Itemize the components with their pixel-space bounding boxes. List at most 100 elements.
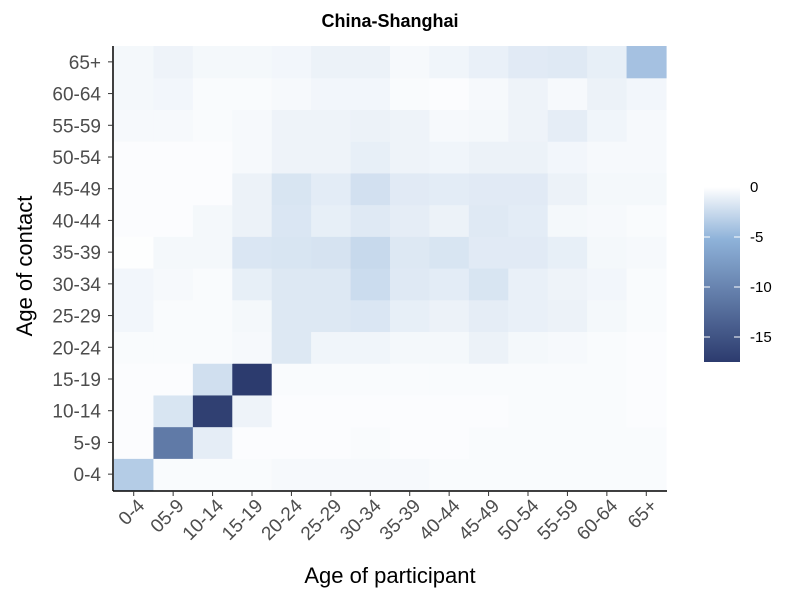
heatmap-cell: [508, 141, 549, 174]
heatmap-cell: [547, 236, 588, 269]
legend-colorbar: [704, 187, 740, 362]
heatmap-cell: [350, 46, 391, 79]
y-tick-label: 20-24: [52, 338, 101, 359]
heatmap-cell: [390, 268, 431, 301]
heatmap-cell: [468, 363, 509, 396]
heatmap-cell: [626, 236, 667, 269]
heatmap-cell: [468, 268, 509, 301]
heatmap-cell: [271, 77, 312, 111]
y-tick-label: 45-49: [52, 180, 101, 201]
y-tick-label: 55-59: [52, 116, 101, 137]
color-legend: 0 -5 -10 -15: [704, 179, 772, 362]
heatmap-cell: [468, 426, 509, 459]
heatmap-cell: [547, 394, 588, 428]
heatmap-cell: [547, 426, 588, 459]
heatmap-cell: [390, 109, 431, 142]
heatmap-cell: [429, 268, 470, 301]
y-tick-label: 35-39: [52, 243, 101, 264]
heatmap-cell: [192, 268, 233, 301]
heatmap-cell: [468, 331, 509, 364]
heatmap-cell: [271, 204, 312, 237]
heatmap-cell: [311, 141, 352, 174]
heatmap-cell: [271, 109, 312, 142]
heatmap-cell: [271, 172, 312, 206]
heatmap-cell: [311, 77, 352, 111]
heatmap-cell: [390, 299, 431, 333]
heatmap-cell: [390, 426, 431, 459]
heatmap-cell: [311, 204, 352, 237]
heatmap-cell: [232, 299, 273, 333]
heatmap-cell: [429, 331, 470, 364]
heatmap-cell: [232, 268, 273, 301]
x-tick-label: 35-39: [376, 496, 425, 545]
heatmap-cell: [153, 331, 194, 364]
y-tick-label: 60-64: [52, 85, 101, 106]
heatmap-cell: [192, 172, 233, 206]
y-tick-label: 65+: [69, 53, 101, 74]
heatmap-cell: [271, 394, 312, 428]
heatmap-cell: [114, 141, 155, 174]
heatmap-cell: [390, 331, 431, 364]
legend-tick-label: 0: [750, 179, 758, 196]
y-tick-label: 25-29: [52, 307, 101, 328]
heatmap-cell: [508, 268, 549, 301]
x-axis-ticks: 0-405-910-1415-1920-2425-2930-3435-3940-…: [115, 491, 662, 545]
x-tick-label: 0-4: [115, 495, 150, 530]
heatmap-cell: [547, 77, 588, 111]
heatmap-cell: [626, 172, 667, 206]
y-tick-label: 40-44: [52, 211, 101, 232]
heatmap-cell: [114, 299, 155, 333]
x-tick-label: 50-54: [494, 495, 544, 545]
heatmap-cell: [587, 426, 628, 459]
heatmap-cell: [271, 426, 312, 459]
heatmap-cell: [508, 394, 549, 428]
heatmap-cell: [114, 172, 155, 206]
heatmap-cell: [626, 204, 667, 237]
heatmap-cell: [192, 458, 233, 491]
heatmap-cell: [232, 331, 273, 364]
heatmap-cell: [350, 109, 391, 142]
heatmap-cell: [192, 77, 233, 111]
heatmap-cell: [547, 141, 588, 174]
heatmap-cell: [468, 77, 509, 111]
heatmap-cell: [390, 204, 431, 237]
heatmap-cell: [547, 299, 588, 333]
heatmap-cell: [587, 172, 628, 206]
heatmap-cell: [114, 394, 155, 428]
x-tick-label: 30-34: [336, 495, 386, 545]
heatmap-cell: [232, 77, 273, 111]
heatmap-cell: [153, 204, 194, 237]
y-tick-label: 10-14: [52, 402, 101, 423]
x-tick-label: 10-14: [179, 495, 229, 545]
heatmap-cell: [587, 46, 628, 79]
legend-tick-label: -10: [750, 279, 772, 296]
heatmap-cell: [626, 109, 667, 142]
heatmap-cell: [508, 331, 549, 364]
heatmap-cell: [429, 458, 470, 491]
heatmap-cell: [232, 172, 273, 206]
heatmap-cell: [192, 236, 233, 269]
heatmap-cell: [311, 46, 352, 79]
heatmap-cell: [429, 46, 470, 79]
heatmap-cell: [587, 236, 628, 269]
heatmap-cell: [192, 299, 233, 333]
heatmap-cell: [232, 458, 273, 491]
heatmap-cell: [508, 77, 549, 111]
heatmap-cell: [587, 109, 628, 142]
legend-tick-label: -5: [750, 229, 763, 246]
heatmap-cells: [114, 46, 667, 491]
heatmap-cell: [547, 363, 588, 396]
heatmap-cell: [311, 236, 352, 269]
heatmap-cell: [232, 204, 273, 237]
heatmap-cell: [468, 172, 509, 206]
heatmap-cell: [508, 426, 549, 459]
heatmap-cell: [350, 299, 391, 333]
heatmap-cell: [271, 331, 312, 364]
x-tick-label: 65+: [624, 496, 662, 534]
heatmap-cell: [350, 363, 391, 396]
heatmap-cell: [390, 77, 431, 111]
heatmap-cell: [508, 46, 549, 79]
heatmap-cell: [192, 426, 233, 459]
heatmap-cell: [390, 458, 431, 491]
